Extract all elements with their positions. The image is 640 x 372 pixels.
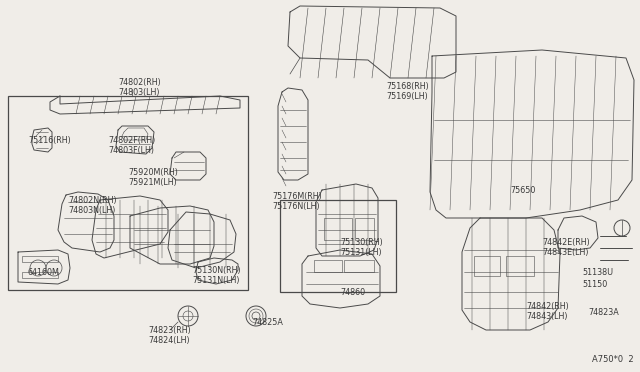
Text: 75176M(RH)
75176N(LH): 75176M(RH) 75176N(LH) <box>272 192 322 211</box>
Text: 74802F(RH)
74803F(LH): 74802F(RH) 74803F(LH) <box>108 136 156 155</box>
Text: 75130N(RH)
75131N(LH): 75130N(RH) 75131N(LH) <box>192 266 241 285</box>
Text: 75650: 75650 <box>510 186 536 195</box>
Bar <box>324 218 352 240</box>
Text: 75116(RH): 75116(RH) <box>28 136 71 145</box>
Text: 74842E(RH)
74843E(LH): 74842E(RH) 74843E(LH) <box>542 238 589 257</box>
Text: 51150: 51150 <box>582 280 607 289</box>
Text: 51138U: 51138U <box>582 268 613 277</box>
Text: 74823A: 74823A <box>588 308 619 317</box>
Text: 74802N(RH)
74803N(LH): 74802N(RH) 74803N(LH) <box>68 196 116 215</box>
Bar <box>355 218 374 240</box>
Bar <box>22 256 58 262</box>
Text: 74842(RH)
74843(LH): 74842(RH) 74843(LH) <box>526 302 569 321</box>
Text: 75130(RH)
75131(LH): 75130(RH) 75131(LH) <box>340 238 383 257</box>
Text: 74802(RH)
74803(LH): 74802(RH) 74803(LH) <box>118 78 161 97</box>
Bar <box>344 260 374 272</box>
Bar <box>22 272 58 278</box>
Bar <box>8 96 248 290</box>
Text: A750*0  2: A750*0 2 <box>593 355 634 364</box>
Text: 75168(RH)
75169(LH): 75168(RH) 75169(LH) <box>386 82 429 102</box>
Bar <box>506 256 534 276</box>
Bar <box>280 200 396 292</box>
Bar <box>474 256 500 276</box>
Text: 64160M: 64160M <box>28 268 60 277</box>
Text: 75920M(RH)
75921M(LH): 75920M(RH) 75921M(LH) <box>128 168 178 187</box>
Text: 74823(RH)
74824(LH): 74823(RH) 74824(LH) <box>148 326 191 345</box>
Text: 74825A: 74825A <box>252 318 283 327</box>
Bar <box>314 260 342 272</box>
Text: 74860: 74860 <box>340 288 365 297</box>
